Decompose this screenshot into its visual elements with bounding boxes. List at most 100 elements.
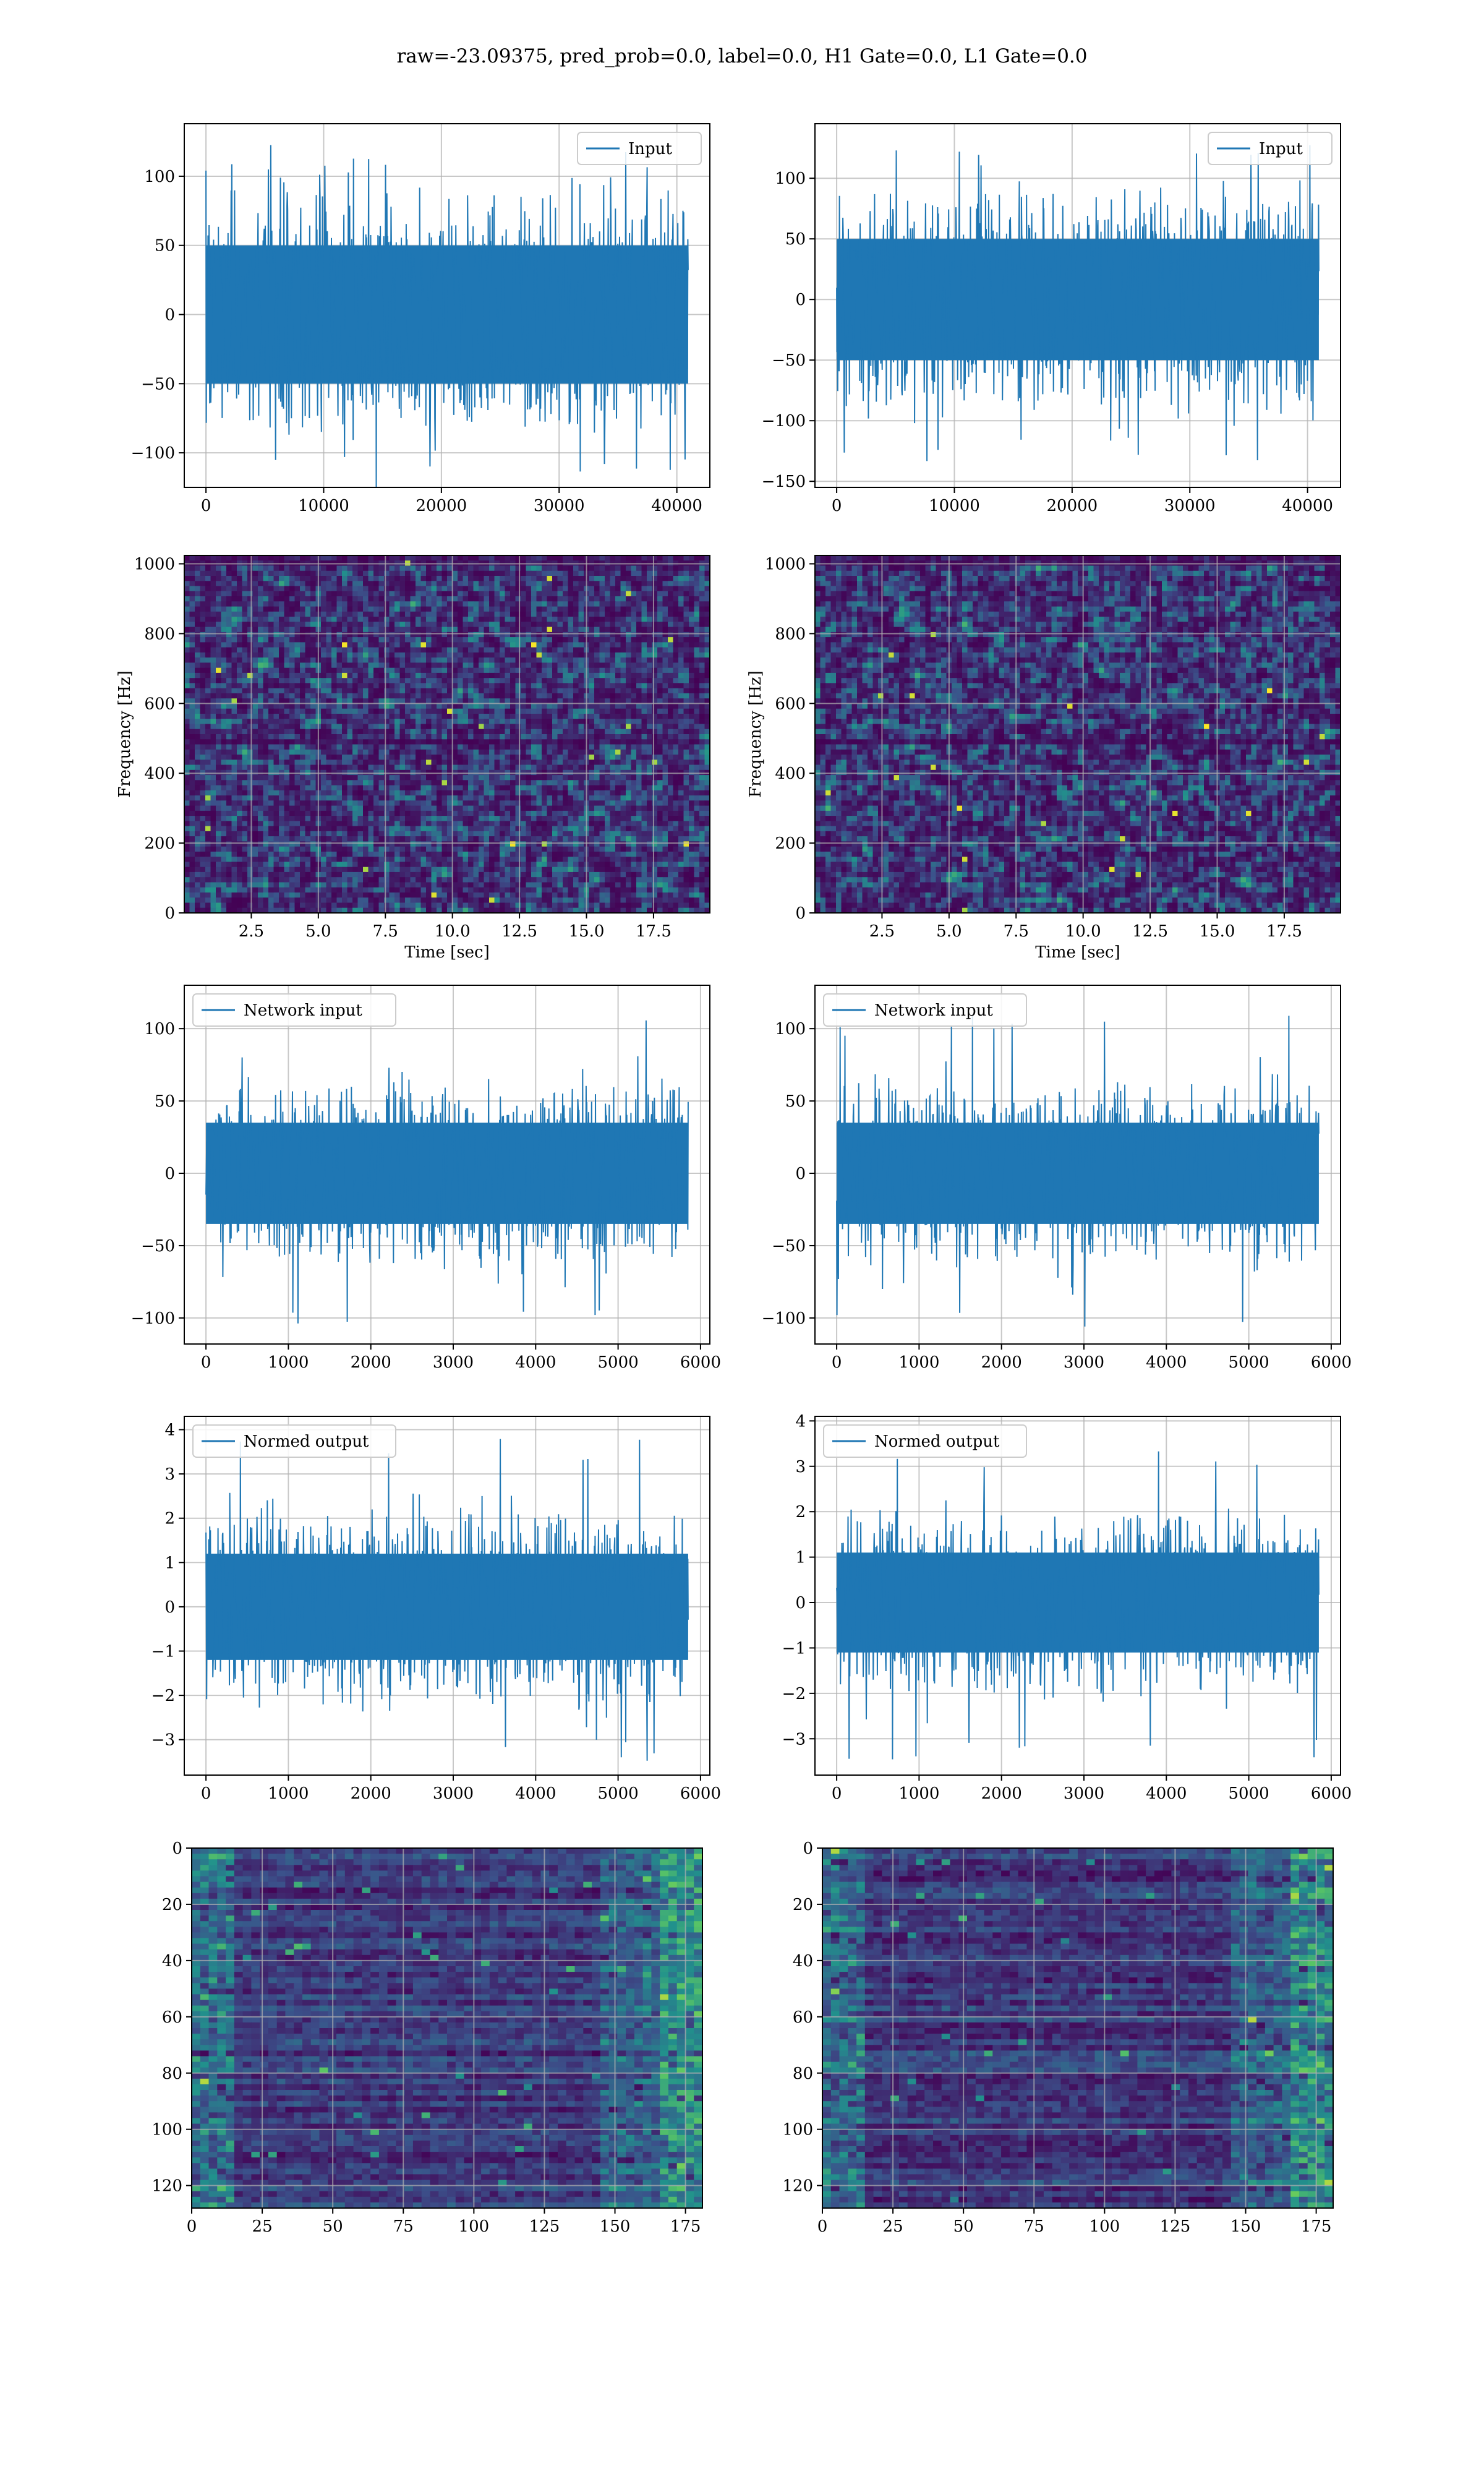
heatmap-cell <box>357 657 364 663</box>
heatmap-cell <box>378 596 385 602</box>
heatmap-cell <box>473 719 479 725</box>
heatmap-cell <box>368 622 374 628</box>
heatmap-cell <box>647 591 653 597</box>
heatmap-cell <box>363 764 369 771</box>
heatmap-cell <box>573 780 579 786</box>
heatmap-cell <box>410 637 416 643</box>
heatmap-cell <box>342 647 348 653</box>
heatmap-cell <box>231 719 237 725</box>
heatmap-cell <box>426 729 432 735</box>
heatmap-cell <box>668 576 674 581</box>
heatmap-cell <box>405 622 411 628</box>
heatmap-cell <box>694 657 700 663</box>
heatmap-cell <box>573 708 579 714</box>
heatmap-cell <box>678 565 684 571</box>
heatmap-cell <box>594 714 600 719</box>
heatmap-cell <box>704 775 710 781</box>
heatmap-cell <box>384 591 390 597</box>
heatmap-cell <box>452 581 458 587</box>
heatmap-cell <box>510 611 516 617</box>
heatmap-cell <box>447 642 453 648</box>
heatmap-cell <box>610 775 616 781</box>
heatmap-cell <box>399 601 406 607</box>
heatmap-cell <box>331 657 338 663</box>
heatmap-cell <box>694 760 700 766</box>
heatmap-cell <box>426 617 432 622</box>
heatmap-cell <box>678 760 684 766</box>
heatmap-cell <box>458 729 464 735</box>
heatmap-cell <box>268 693 275 699</box>
heatmap-cell <box>189 760 195 766</box>
heatmap-cell <box>657 652 663 658</box>
heatmap-cell <box>573 637 579 643</box>
heatmap-cell <box>389 631 395 638</box>
heatmap-cell <box>505 565 511 571</box>
heatmap-cell <box>263 657 269 663</box>
heatmap-cell <box>405 652 411 658</box>
heatmap-cell <box>484 657 490 663</box>
heatmap-cell <box>410 739 416 745</box>
heatmap-cell <box>420 683 427 689</box>
heatmap-cell <box>636 760 642 766</box>
heatmap-cell <box>573 749 579 755</box>
heatmap-cell <box>573 586 579 592</box>
heatmap-cell <box>242 586 248 592</box>
heatmap-cell <box>405 749 411 755</box>
heatmap-cell <box>668 591 674 597</box>
heatmap-cell <box>500 631 506 638</box>
heatmap-cell <box>268 576 275 581</box>
heatmap-cell <box>342 570 348 576</box>
heatmap-cell <box>258 764 264 771</box>
heatmap-cell <box>626 672 632 678</box>
heatmap-cell <box>342 719 348 725</box>
heatmap-cell <box>247 719 254 725</box>
heatmap-cell <box>289 627 296 633</box>
heatmap-cell <box>536 729 542 735</box>
heatmap-cell <box>452 800 458 807</box>
heatmap-cell <box>405 775 411 781</box>
heatmap-cell <box>300 601 306 607</box>
heatmap-cell <box>268 708 275 714</box>
heatmap-cell <box>258 586 264 592</box>
heatmap-cell <box>331 601 338 607</box>
heatmap-cell <box>578 744 584 750</box>
heatmap-cell <box>347 744 353 750</box>
heatmap-cell <box>704 570 710 576</box>
heatmap-cell <box>305 662 311 669</box>
heatmap-cell <box>578 688 584 694</box>
heatmap-cell <box>589 581 595 587</box>
heatmap-cell <box>641 652 647 658</box>
heatmap-cell <box>321 698 327 704</box>
heatmap-cell <box>363 760 369 766</box>
heatmap-cell <box>416 617 422 622</box>
heatmap-cell <box>536 642 542 648</box>
heatmap-cell <box>431 693 437 699</box>
heatmap-cell <box>647 596 653 602</box>
heatmap-cell <box>662 596 668 602</box>
heatmap-cell <box>636 698 642 704</box>
heatmap-cell <box>515 601 521 607</box>
heatmap-cell <box>357 642 364 648</box>
heatmap-cell <box>216 755 222 760</box>
heatmap-cell <box>305 755 311 760</box>
heatmap-cell <box>647 627 653 633</box>
heatmap-cell <box>626 775 632 781</box>
heatmap-cell <box>547 581 553 587</box>
heatmap-cell <box>305 622 311 628</box>
heatmap-cell <box>515 688 521 694</box>
heatmap-cell <box>357 555 364 561</box>
heatmap-cell <box>683 724 689 730</box>
heatmap-cell <box>547 729 553 735</box>
heatmap-cell <box>489 617 495 622</box>
heatmap-cell <box>615 611 621 617</box>
heatmap-cell <box>420 714 427 719</box>
heatmap-cell <box>473 565 479 571</box>
heatmap-cell <box>321 749 327 755</box>
heatmap-cell <box>305 739 311 745</box>
heatmap-cell <box>620 755 626 760</box>
heatmap-cell <box>437 734 443 740</box>
heatmap-cell <box>431 611 437 617</box>
heatmap-cell <box>420 739 427 745</box>
heatmap-cell <box>273 775 279 781</box>
heatmap-cell <box>342 662 348 669</box>
